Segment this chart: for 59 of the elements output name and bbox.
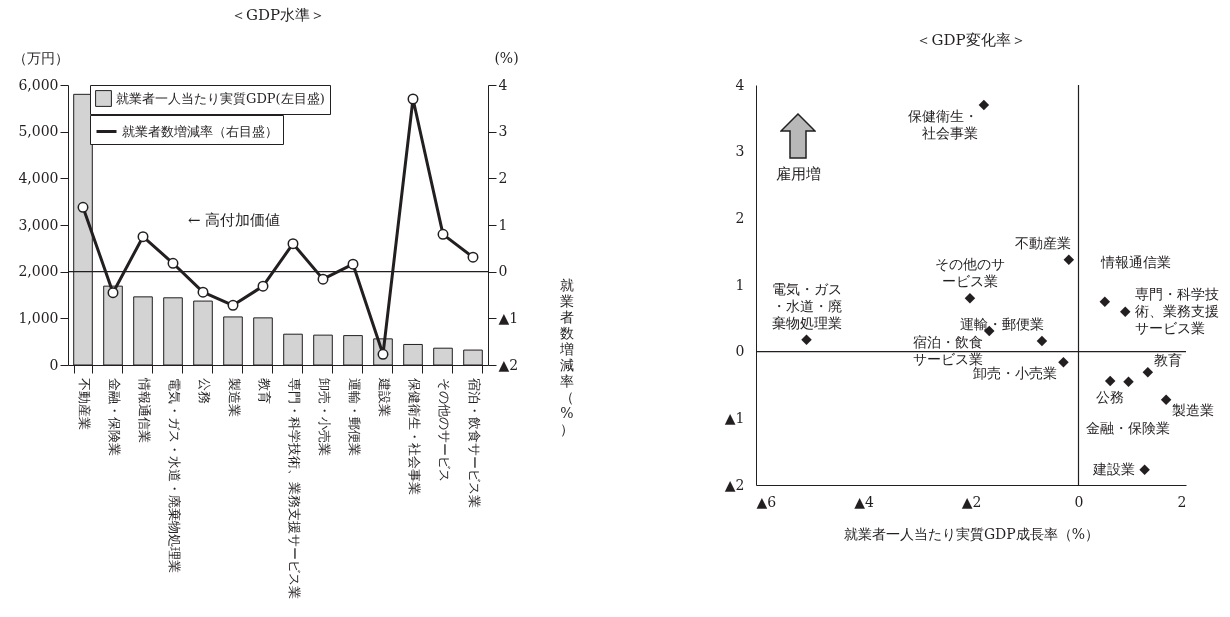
- y-tick-label: 5,000: [18, 123, 59, 140]
- x-axis-title: 就業者一人当たり実質GDP成長率（%）: [843, 525, 1100, 542]
- x-tick-label: 情報通信業: [136, 376, 152, 443]
- x-tick-label: 卸売・小売業: [316, 377, 332, 456]
- x-tick-label: 0: [1074, 493, 1084, 510]
- chart-title: ＜GDP水準＞: [230, 6, 326, 24]
- annotation: 専門・科学技術、業務支援サービス業: [1135, 285, 1220, 336]
- annotation: 教育: [1153, 352, 1182, 369]
- y-tick-label: 0: [49, 356, 59, 373]
- annotation: 宿泊・飲食サービス業: [913, 334, 984, 367]
- x-tick-label: 電気・ガス・水道・廃棄物処理業: [166, 377, 182, 573]
- x-tick-label: 専門・科学技術、業務支援サービス業: [286, 377, 302, 599]
- y-axis-title: （万円）: [12, 49, 69, 66]
- y-tick-label: ▲1: [724, 409, 745, 426]
- x-tick-label: 金融・保険業: [106, 377, 122, 456]
- x-tick-label: その他のサービス: [436, 377, 452, 482]
- annotation: ← 高付加価値: [188, 211, 281, 229]
- y2-tick-label: 3: [498, 123, 508, 140]
- x-tick-label: 公務: [196, 377, 212, 404]
- x-tick-label: 製造業: [226, 377, 242, 417]
- x-tick-label: ▲4: [854, 493, 874, 510]
- x-tick-label: 運輸・郵便業: [346, 377, 362, 456]
- y-tick-label: 4: [735, 76, 745, 93]
- y-tick-label: 0: [735, 343, 745, 360]
- annotation: 情報通信業: [1099, 253, 1171, 270]
- x-tick-label: 保健衛生・社会事業: [406, 377, 422, 495]
- y2-tick-label: ▲1: [498, 309, 519, 326]
- annotation: 電気・ガス・水道・廃棄物処理業: [771, 280, 842, 331]
- text: 就業者数増減率（%）: [559, 276, 574, 437]
- annotation: 運輸・郵便業: [959, 316, 1044, 332]
- x-tick-label: ▲2: [961, 493, 982, 510]
- y-tick-label: 3: [735, 143, 745, 160]
- y2-tick-label: 4: [498, 76, 508, 93]
- x-tick-label: 建設業: [376, 376, 392, 417]
- y-tick-label: 4,000: [18, 169, 59, 186]
- y2-tick-label: 1: [498, 216, 508, 233]
- annotation: 雇用増: [775, 165, 821, 183]
- annotation: 保健衛生・社会事業: [907, 108, 978, 141]
- chart-title: ＜GDP変化率＞: [916, 31, 1026, 49]
- y-tick-label: 2,000: [18, 263, 59, 280]
- y-tick-label: 6,000: [18, 76, 59, 93]
- y-tick-label: 3,000: [18, 216, 59, 233]
- y2-tick-label: 2: [498, 169, 508, 186]
- y2-axis-title: (%): [494, 49, 519, 66]
- x-tick-label: 宿泊・飲食サービス業: [466, 377, 482, 508]
- x-tick-label: 教育: [256, 377, 272, 404]
- annotation: その他のサービス業: [934, 256, 1005, 290]
- annotation: 卸売・小売業: [973, 365, 1058, 382]
- x-tick-label: 2: [1177, 493, 1187, 510]
- legend-label: 就業者数増減率（右目盛）: [122, 123, 278, 139]
- y2-tick-label: ▲2: [498, 356, 519, 373]
- y-tick-label: 2: [735, 209, 745, 226]
- x-tick-label: ▲6: [756, 493, 777, 510]
- annotation: 不動産業: [1014, 234, 1071, 251]
- y2-tick-label: 0: [498, 263, 508, 280]
- x-tick-label: 不動産業: [76, 377, 92, 430]
- y-tick-label: 1,000: [18, 309, 59, 326]
- legend-label: 就業者一人当たり実質GDP(左目盛): [116, 90, 325, 106]
- y-tick-label: 1: [735, 276, 745, 293]
